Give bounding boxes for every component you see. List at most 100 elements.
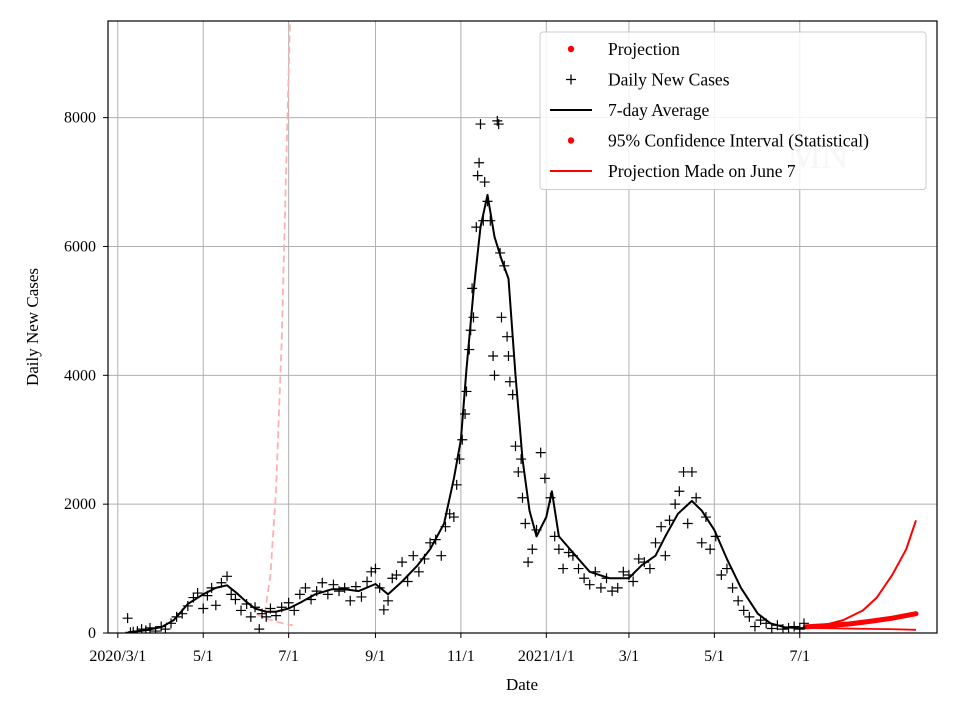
daily-case-marker xyxy=(198,603,209,614)
daily-case-marker xyxy=(397,557,408,568)
daily-case-marker xyxy=(467,283,478,294)
y-tick-label: 6000 xyxy=(64,238,96,255)
daily-case-marker xyxy=(607,586,618,597)
daily-case-marker xyxy=(584,579,595,590)
daily-case-marker xyxy=(744,611,755,622)
x-tick-label: 3/1 xyxy=(619,648,639,665)
daily-case-marker xyxy=(283,597,294,608)
daily-case-marker xyxy=(356,591,367,602)
daily-case-marker xyxy=(539,473,550,484)
daily-case-marker xyxy=(558,563,569,574)
daily-case-marker xyxy=(696,537,707,548)
daily-case-marker xyxy=(502,331,513,342)
x-tick-label: 7/1 xyxy=(278,648,298,665)
daily-case-marker xyxy=(479,177,490,188)
7-day-average-line xyxy=(130,193,806,633)
daily-case-marker xyxy=(294,589,305,600)
daily-case-marker xyxy=(454,454,465,465)
daily-case-marker xyxy=(691,492,702,503)
plot-area xyxy=(122,21,919,633)
x-tick-label: 7/1 xyxy=(790,648,810,665)
daily-case-marker xyxy=(328,579,339,590)
daily-case-marker xyxy=(370,563,381,574)
daily-case-marker xyxy=(339,582,350,593)
daily-case-marker xyxy=(245,611,256,622)
x-axis: 2020/3/1 5/1 7/1 9/1 11/1 2021/1/1 3/1 5/1 7/1 xyxy=(89,633,810,665)
daily-case-marker xyxy=(461,386,472,397)
daily-case-marker xyxy=(448,512,459,523)
daily-case-marker xyxy=(749,621,760,632)
legend-entry-label: Projection xyxy=(608,39,680,59)
daily-case-marker xyxy=(489,370,500,381)
daily-case-marker xyxy=(664,515,675,526)
daily-case-marker xyxy=(527,544,538,555)
daily-case-marker xyxy=(682,518,693,529)
daily-case-marker xyxy=(474,157,485,168)
daily-case-marker xyxy=(457,434,468,445)
legend-marker xyxy=(567,45,575,53)
daily-case-marker xyxy=(798,618,809,629)
daily-case-marker xyxy=(378,604,389,615)
daily-case-marker xyxy=(504,376,515,387)
daily-case-marker xyxy=(513,466,524,477)
daily-case-marker xyxy=(460,408,471,419)
daily-case-marker xyxy=(716,570,727,581)
daily-case-marker xyxy=(553,544,564,555)
daily-case-marker xyxy=(650,537,661,548)
daily-case-marker xyxy=(226,589,237,600)
daily-case-marker xyxy=(345,595,356,606)
legend-entry-label: 7-day Average xyxy=(608,100,709,120)
daily-case-marker xyxy=(210,600,221,611)
daily-case-marker xyxy=(300,582,311,593)
y-tick-label: 2000 xyxy=(64,496,96,513)
daily-case-marker xyxy=(644,563,655,574)
legend: Projection Daily New Cases 7-day Average 95… xyxy=(539,31,927,190)
daily-case-marker xyxy=(468,312,479,323)
legend-entry-label: Projection Made on June 7 xyxy=(608,161,796,181)
daily-case-marker xyxy=(334,586,345,597)
x-tick-label: 11/1 xyxy=(447,648,475,665)
y-tick-label: 0 xyxy=(88,625,96,642)
earlier-projection-lower-line xyxy=(255,612,293,627)
y-axis: 0 2000 4000 6000 8000 xyxy=(64,110,108,642)
daily-case-marker xyxy=(535,447,546,458)
daily-case-marker xyxy=(721,563,732,574)
daily-case-marker xyxy=(496,312,507,323)
daily-case-marker xyxy=(317,577,328,588)
daily-case-marker xyxy=(436,550,447,561)
axes-frame xyxy=(107,20,938,634)
daily-case-marker xyxy=(633,553,644,564)
daily-case-marker xyxy=(230,594,241,605)
daily-case-marker xyxy=(383,595,394,606)
x-tick-label: 5/1 xyxy=(193,648,213,665)
daily-case-marker xyxy=(402,576,413,587)
daily-case-marker xyxy=(670,499,681,510)
daily-case-marker xyxy=(493,119,504,130)
daily-case-marker xyxy=(362,576,373,587)
legend-marker xyxy=(566,74,576,85)
daily-case-marker xyxy=(520,518,531,529)
daily-case-marker xyxy=(612,582,623,593)
daily-case-marker xyxy=(678,466,689,477)
daily-case-marker xyxy=(516,454,527,465)
x-tick-label: 2021/1/1 xyxy=(518,648,575,665)
x-tick-label: 2020/3/1 xyxy=(89,648,146,665)
daily-case-marker xyxy=(391,570,402,581)
legend-entry-label: 95% Confidence Interval (Statistical) xyxy=(608,131,869,151)
legend-entry-label: Daily New Cases xyxy=(608,70,730,90)
daily-case-marker xyxy=(523,557,534,568)
projection-lower-line xyxy=(805,626,917,631)
daily-case-marker xyxy=(674,486,685,497)
y-tick-label: 8000 xyxy=(64,110,96,127)
legend-box xyxy=(539,31,927,190)
y-axis-label: Daily New Cases xyxy=(23,268,42,386)
daily-case-marker xyxy=(289,605,300,616)
daily-case-marker xyxy=(475,119,486,130)
daily-case-marker xyxy=(727,582,738,593)
daily-case-marker xyxy=(261,611,272,622)
daily-case-marker xyxy=(222,571,233,582)
daily-case-marker xyxy=(182,600,193,611)
x-tick-label: 9/1 xyxy=(365,648,385,665)
daily-case-marker xyxy=(192,588,203,599)
daily-case-marker xyxy=(517,492,528,503)
